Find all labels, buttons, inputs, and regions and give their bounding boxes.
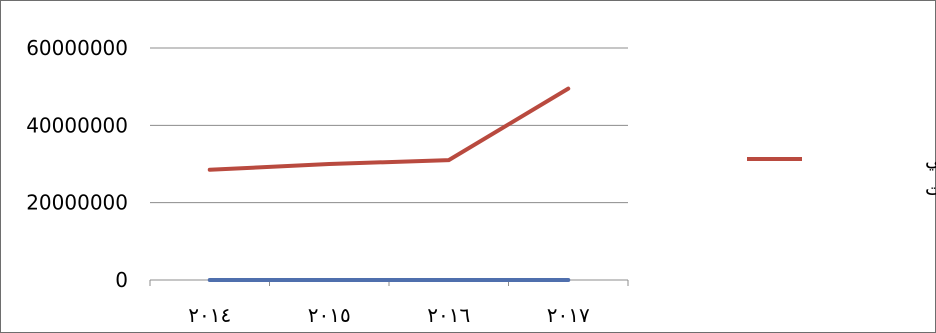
x-tick-label: ٢٠١٥ xyxy=(308,303,351,327)
grid-layer xyxy=(149,47,629,286)
y-tick-label: 0 xyxy=(115,268,128,292)
y-axis-ticks: 0 20000000 40000000 60000000 xyxy=(26,36,128,292)
legend-label-line2: الانترنت xyxy=(925,178,936,200)
y-tick-label: 20000000 xyxy=(26,191,128,215)
y-tick-label: 60000000 xyxy=(26,36,128,60)
series-layer xyxy=(207,86,571,282)
x-tick-label: ٢٠١٧ xyxy=(547,303,590,327)
x-axis-ticks: ٢٠١٤ ٢٠١٥ ٢٠١٦ ٢٠١٧ xyxy=(188,303,590,327)
series-line xyxy=(207,86,571,172)
legend-label-line1: عدد مستخدمي xyxy=(925,149,936,171)
y-tick-label: 40000000 xyxy=(26,113,128,137)
x-tick-label: ٢٠١٦ xyxy=(427,303,470,327)
x-tick-label: ٢٠١٤ xyxy=(188,303,231,327)
legend: عدد مستخدمي الانترنت xyxy=(747,149,936,200)
